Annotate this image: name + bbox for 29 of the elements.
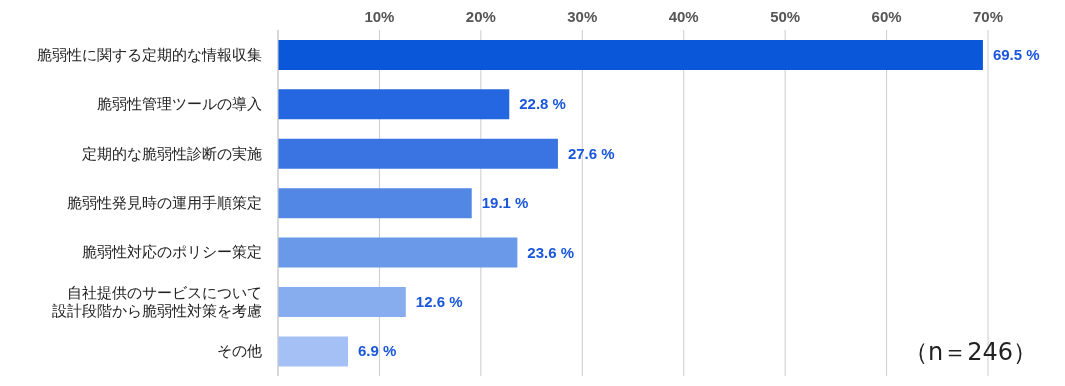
data-label: 19.1 % bbox=[481, 194, 529, 212]
y-tick-label: 脆弱性発見時の運用手順策定 bbox=[67, 194, 262, 212]
x-tick-label: 40% bbox=[668, 8, 699, 25]
y-tick-label: 自社提供のサービスについて設計段階から脆弱性対策を考慮 bbox=[52, 283, 262, 320]
bar bbox=[278, 89, 510, 120]
x-tick-label: 70% bbox=[972, 8, 1004, 25]
x-tick-label: 50% bbox=[770, 8, 801, 25]
y-tick-label: 脆弱性対応のポリシー策定 bbox=[82, 243, 262, 262]
y-tick-label: 脆弱性管理ツールの導入 bbox=[97, 95, 262, 114]
bar bbox=[278, 287, 406, 318]
bar bbox=[278, 138, 558, 169]
bar bbox=[278, 336, 348, 367]
y-tick-label: 脆弱性に関する定期的な情報収集 bbox=[37, 45, 262, 64]
x-tick-label: 10% bbox=[364, 8, 395, 25]
bar bbox=[278, 39, 983, 70]
bar bbox=[278, 188, 472, 219]
x-tick-label: 30% bbox=[567, 8, 598, 25]
data-label: 23.6 % bbox=[527, 243, 575, 261]
y-tick-label: その他 bbox=[217, 342, 262, 361]
y-tick-label: 定期的な脆弱性診断の実施 bbox=[82, 144, 262, 163]
data-label: 69.5 % bbox=[992, 45, 1040, 63]
data-label: 12.6 % bbox=[415, 293, 463, 311]
x-tick-label: 20% bbox=[465, 8, 496, 25]
data-label: 27.6 % bbox=[567, 144, 615, 162]
bar bbox=[278, 237, 518, 268]
data-label: 6.9 % bbox=[357, 342, 397, 360]
x-tick-label: 60% bbox=[871, 8, 902, 25]
annotation: （n＝246） bbox=[903, 337, 1037, 368]
data-label: 22.8 % bbox=[519, 95, 566, 113]
